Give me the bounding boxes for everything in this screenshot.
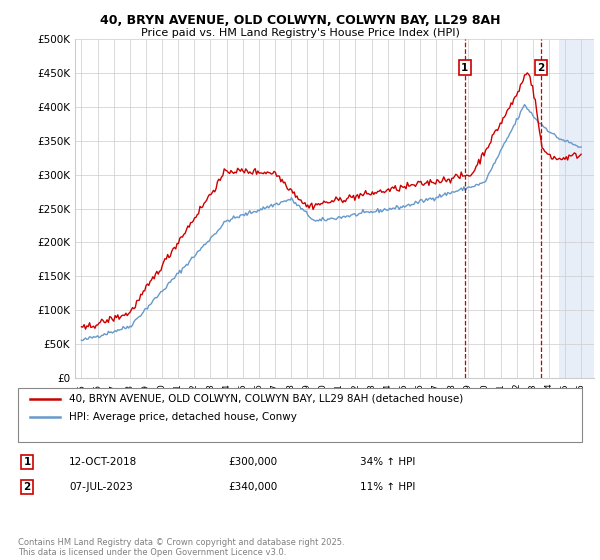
Text: 11% ↑ HPI: 11% ↑ HPI [360,482,415,492]
Text: 1: 1 [461,63,469,73]
Text: HPI: Average price, detached house, Conwy: HPI: Average price, detached house, Conw… [69,412,297,422]
Text: 34% ↑ HPI: 34% ↑ HPI [360,457,415,467]
Text: 40, BRYN AVENUE, OLD COLWYN, COLWYN BAY, LL29 8AH (detached house): 40, BRYN AVENUE, OLD COLWYN, COLWYN BAY,… [69,394,463,404]
Text: £300,000: £300,000 [228,457,277,467]
Text: Price paid vs. HM Land Registry's House Price Index (HPI): Price paid vs. HM Land Registry's House … [140,28,460,38]
Bar [559,39,597,378]
Text: 2: 2 [23,482,31,492]
Text: Contains HM Land Registry data © Crown copyright and database right 2025.
This d: Contains HM Land Registry data © Crown c… [18,538,344,557]
Text: £340,000: £340,000 [228,482,277,492]
Text: 12-OCT-2018: 12-OCT-2018 [69,457,137,467]
Text: 1: 1 [23,457,31,467]
Text: 07-JUL-2023: 07-JUL-2023 [69,482,133,492]
Text: 40, BRYN AVENUE, OLD COLWYN, COLWYN BAY, LL29 8AH: 40, BRYN AVENUE, OLD COLWYN, COLWYN BAY,… [100,14,500,27]
Text: 2: 2 [538,63,545,73]
